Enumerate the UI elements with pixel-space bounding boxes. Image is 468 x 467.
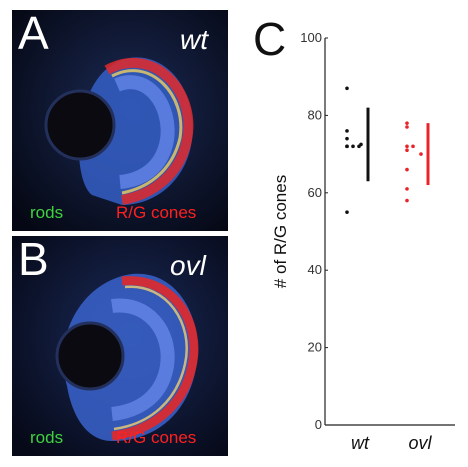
data-point-ovl	[405, 144, 409, 149]
category-label-ovl: ovl	[408, 433, 432, 453]
panel-b-micrograph: B ovl rods R/G cones	[12, 236, 228, 456]
panel-a-micrograph: A wt rods R/G cones	[12, 10, 228, 231]
panel-b-genotype: ovl	[170, 250, 206, 281]
y-tick-label: 40	[308, 262, 322, 277]
y-tick-label: 100	[300, 30, 322, 45]
data-points	[345, 86, 430, 214]
panel-a-genotype: wt	[180, 24, 208, 55]
panel-b-letter: B	[18, 236, 49, 285]
data-point-wt	[345, 129, 349, 133]
panel-a-rods-label: rods	[30, 203, 64, 222]
data-point-ovl	[405, 187, 409, 191]
panel-b-rods-label: rods	[30, 428, 64, 447]
data-point-ovl	[405, 125, 409, 129]
data-point-ovl	[405, 198, 409, 203]
data-point-wt	[351, 144, 355, 149]
y-axis-title: # of R/G cones	[271, 175, 290, 288]
wt-retina-image	[12, 10, 228, 231]
y-tick-label: 60	[308, 185, 322, 200]
data-point-wt	[345, 144, 349, 149]
panel-a-letter: A	[18, 10, 49, 59]
cone-count-chart: 0 20 40 60 80 100 wt ovl # of R/G cones	[271, 30, 455, 453]
data-point-wt	[345, 136, 349, 141]
category-label-wt: wt	[351, 433, 370, 453]
chart-axes	[324, 38, 455, 426]
panel-c-letter: C	[253, 13, 287, 65]
mean-point-wt	[359, 142, 363, 147]
panel-b-cones-label: R/G cones	[116, 428, 197, 447]
data-point-ovl	[405, 167, 409, 172]
ovl-retina-image	[12, 236, 228, 456]
y-tick-label: 20	[308, 340, 322, 355]
y-tick-labels: 0 20 40 60 80 100	[300, 30, 328, 432]
y-tick-label: 80	[308, 107, 322, 122]
data-point-wt	[345, 210, 349, 214]
category-labels: wt ovl	[351, 433, 433, 453]
panel-a-cones-label: R/G cones	[116, 203, 197, 222]
data-point-ovl	[405, 121, 409, 125]
data-point-wt	[345, 86, 349, 91]
data-point-ovl	[405, 148, 409, 153]
y-tick-label: 0	[315, 417, 322, 432]
mean-point-ovl	[419, 152, 423, 156]
data-point-ovl	[411, 144, 415, 149]
